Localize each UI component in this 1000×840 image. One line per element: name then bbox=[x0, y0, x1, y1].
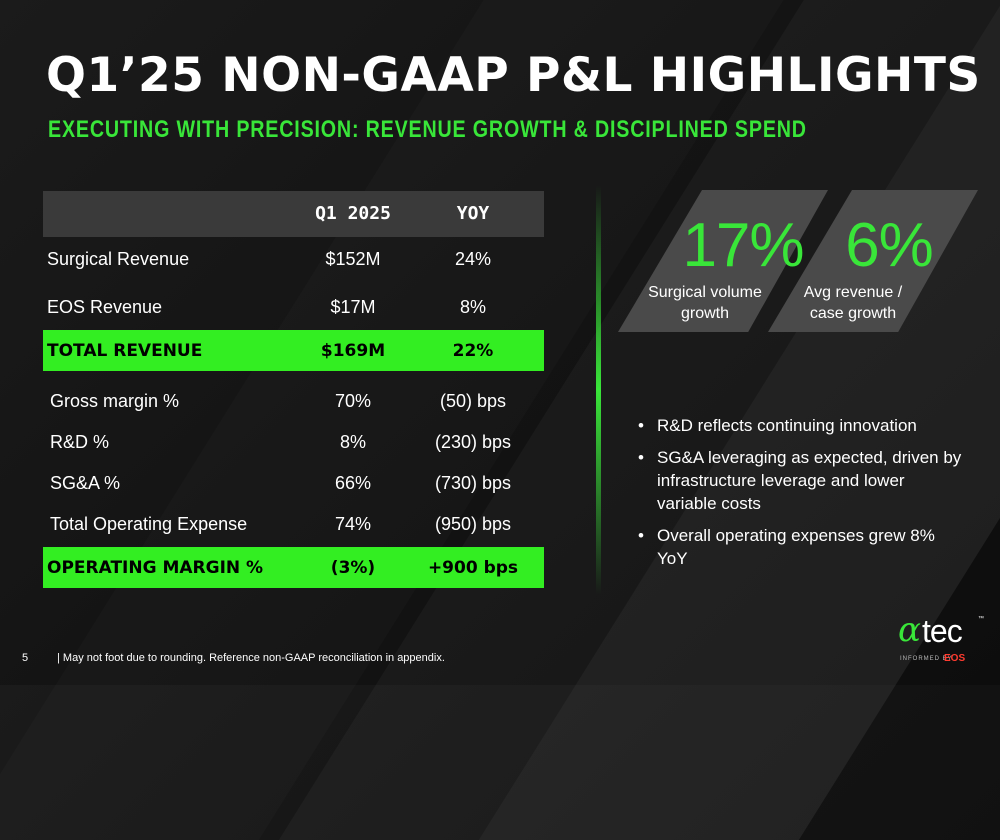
table-row: Surgical Revenue $152M 24% bbox=[43, 239, 544, 279]
row-label: OPERATING MARGIN % bbox=[47, 558, 264, 578]
bullet-text: R&D reflects continuing innovation bbox=[657, 416, 917, 435]
row-yoy-value: 8% bbox=[459, 297, 486, 317]
row-yoy-value: (50) bps bbox=[439, 391, 507, 411]
table-header: Q1 2025 YOY bbox=[43, 191, 544, 237]
stat-card-avg-revenue: 6% Avg revenue / case growth bbox=[768, 190, 978, 332]
row-yoy-value: (730) bps bbox=[434, 473, 512, 493]
bullet-dot-icon: • bbox=[638, 526, 644, 545]
row-label: Gross margin % bbox=[50, 391, 180, 411]
row-q-value: $152M bbox=[325, 249, 381, 269]
page-title: Q1’25 NON-GAAP P&L HIGHLIGHTS bbox=[46, 48, 981, 103]
logo-eos: EOS bbox=[944, 653, 966, 664]
table-row: EOS Revenue $17M 8% bbox=[43, 287, 544, 327]
header-yoy: YOY bbox=[456, 203, 490, 224]
logo-name: tec bbox=[922, 613, 963, 649]
table-row-highlight: TOTAL REVENUE $169M 22% bbox=[43, 330, 544, 371]
stat-value: 17% bbox=[682, 211, 804, 280]
page-number: 5 bbox=[22, 652, 29, 664]
row-yoy-value: (230) bps bbox=[434, 432, 512, 452]
row-q-value: $17M bbox=[330, 297, 376, 317]
row-label: Surgical Revenue bbox=[47, 249, 190, 269]
bullet-dot-icon: • bbox=[638, 416, 644, 435]
row-q-value: 74% bbox=[334, 514, 372, 534]
row-label: R&D % bbox=[50, 432, 110, 452]
header-q1-2025: Q1 2025 bbox=[315, 203, 391, 224]
bullet-item: • R&D reflects continuing innovation bbox=[638, 414, 968, 437]
stat-caption: Avg revenue / case growth bbox=[803, 284, 903, 322]
row-q-value: (3%) bbox=[330, 558, 376, 578]
row-yoy-value: 22% bbox=[452, 341, 494, 361]
table-row: Total Operating Expense 74% (950) bps bbox=[43, 504, 544, 544]
table-row: SG&A % 66% (730) bps bbox=[43, 463, 544, 503]
bullet-text: Overall operating expenses grew 8% YoY bbox=[657, 526, 935, 568]
row-q-value: 66% bbox=[334, 473, 372, 493]
stat-caption: Surgical volume growth bbox=[648, 284, 762, 322]
table-row: Gross margin % 70% (50) bps bbox=[43, 381, 544, 421]
row-yoy-value: (950) bps bbox=[434, 514, 512, 534]
bullet-text: SG&A leveraging as expected, driven by i… bbox=[657, 448, 962, 513]
logo-trademark: ™ bbox=[978, 616, 984, 622]
bullet-list: • R&D reflects continuing innovation • SG&… bbox=[638, 414, 968, 579]
table-row-highlight: OPERATING MARGIN % (3%) +900 bps bbox=[43, 547, 544, 588]
bullet-item: • SG&A leveraging as expected, driven by … bbox=[638, 446, 968, 515]
logo-tagline: INFORMED BY bbox=[900, 656, 953, 662]
stat-card-surgical-volume: 17% Surgical volume growth bbox=[618, 190, 828, 332]
row-q-value: $169M bbox=[320, 341, 386, 361]
row-label: Total Operating Expense bbox=[50, 514, 248, 534]
atec-logo: α tec ™ INFORMED BY EOS bbox=[898, 610, 988, 668]
page-subtitle: EXECUTING WITH PRECISION: REVENUE GROWTH… bbox=[48, 116, 807, 143]
pl-table: Q1 2025 YOY Surgical Revenue $152M 24% E… bbox=[43, 191, 544, 588]
logo-alpha: α bbox=[898, 610, 921, 650]
stat-value: 6% bbox=[845, 211, 934, 280]
bullet-dot-icon: • bbox=[638, 448, 644, 467]
row-label: EOS Revenue bbox=[47, 297, 163, 317]
row-label: TOTAL REVENUE bbox=[47, 341, 203, 361]
footnote: | May not foot due to rounding. Referenc… bbox=[57, 652, 445, 664]
vertical-divider bbox=[596, 185, 601, 595]
table-row: R&D % 8% (230) bps bbox=[43, 422, 544, 462]
row-q-value: 70% bbox=[334, 391, 372, 411]
row-yoy-value: 24% bbox=[454, 249, 492, 269]
row-label: SG&A % bbox=[50, 473, 121, 493]
bullet-item: • Overall operating expenses grew 8% YoY bbox=[638, 524, 968, 570]
row-q-value: 8% bbox=[339, 432, 366, 452]
row-yoy-value: +900 bps bbox=[427, 558, 519, 578]
